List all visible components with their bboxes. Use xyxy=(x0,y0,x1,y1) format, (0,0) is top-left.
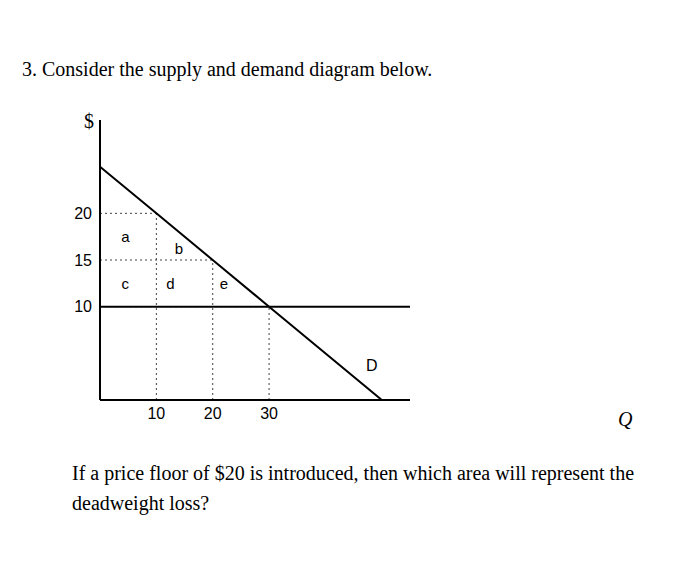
svg-text:20: 20 xyxy=(74,205,92,222)
svg-text:a: a xyxy=(121,228,130,245)
svg-text:20: 20 xyxy=(204,405,222,422)
svg-text:c: c xyxy=(122,275,130,292)
svg-text:e: e xyxy=(220,275,228,292)
html-text:3. Consider the supply and dem: 3. Consider the supply and demand diagra… xyxy=(22,58,433,80)
svg-text:10: 10 xyxy=(74,298,92,315)
html-text:Q: Q xyxy=(618,408,633,430)
svg-text:d: d xyxy=(166,275,174,292)
svg-text:15: 15 xyxy=(74,252,92,269)
svg-text:D: D xyxy=(366,357,378,374)
svg-text:b: b xyxy=(175,240,183,257)
html-text:If a price floor of $20 is int: If a price floor of $20 is introduced, t… xyxy=(72,462,634,514)
svg-text:30: 30 xyxy=(260,405,278,422)
svg-text:10: 10 xyxy=(147,405,165,422)
